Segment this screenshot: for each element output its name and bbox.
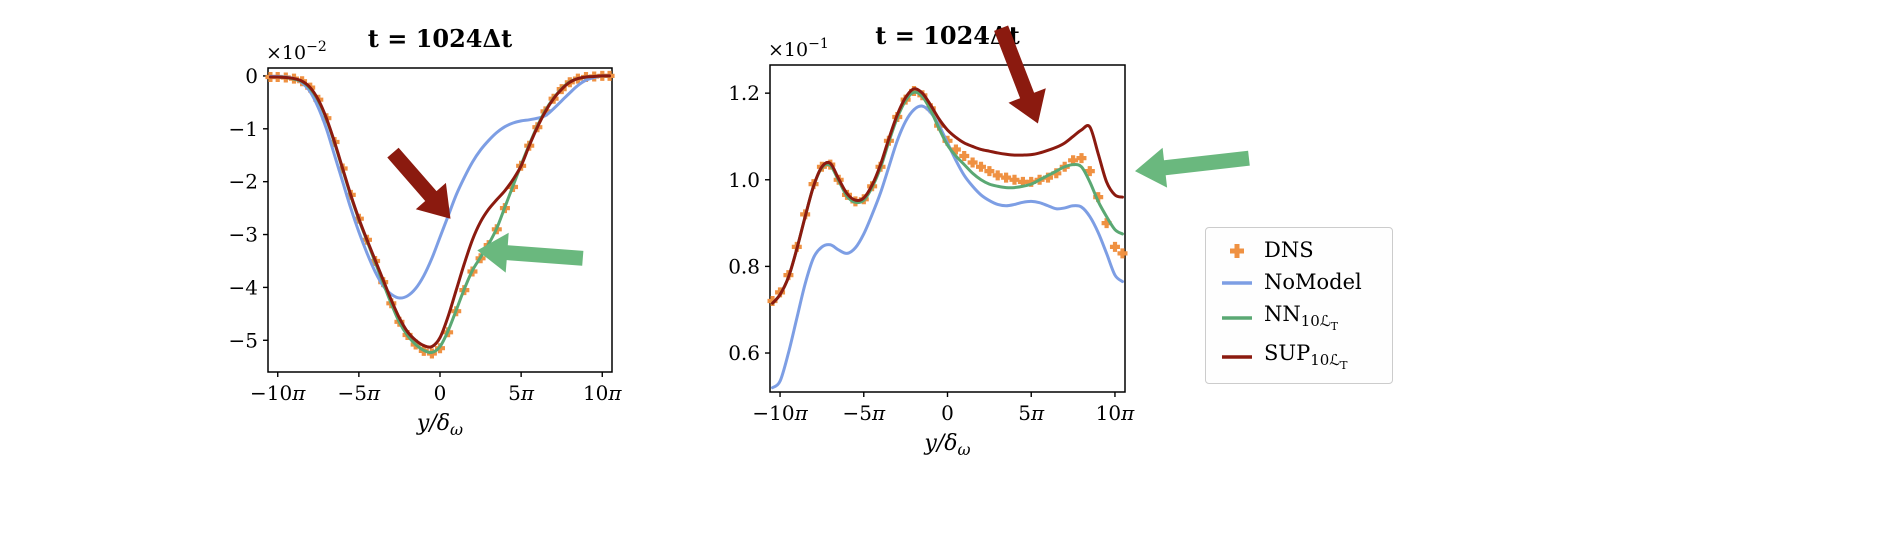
x-axis-label: y/δω — [416, 411, 463, 439]
series-dns-markers — [767, 86, 1128, 306]
y-tick-label: −2 — [229, 170, 258, 194]
chart-title: t = 1024Δt — [368, 24, 512, 53]
series-nomodel-line — [268, 74, 612, 300]
x-tick-label: 10π — [583, 381, 622, 405]
x-tick-label: 5π — [1018, 401, 1045, 425]
y-tick-label: −4 — [229, 275, 258, 299]
legend-entry-dns: DNS — [1220, 240, 1378, 261]
y-tick-label: 0 — [245, 64, 258, 88]
legend-label: NoModel — [1264, 270, 1362, 294]
plus-marker-icon — [1084, 166, 1095, 177]
legend-entry-sup: SUP10ℒT — [1220, 343, 1378, 371]
y-tick-label: −5 — [229, 328, 258, 352]
series-nn-line — [771, 90, 1124, 305]
y-tick-label: 1.2 — [728, 81, 760, 105]
green-arrow-icon — [1135, 147, 1250, 188]
chart-title: t = 1024Δt — [875, 21, 1019, 50]
plus-marker-icon — [984, 166, 995, 177]
line-marker-icon — [1220, 274, 1254, 292]
plus-marker-icon — [1109, 241, 1120, 252]
legend-label: DNS — [1264, 238, 1314, 262]
plus-marker-icon — [1009, 174, 1020, 185]
legend: DNS NoModel NN10ℒT SUP10ℒT — [1205, 227, 1393, 385]
plus-marker-icon — [1117, 248, 1128, 259]
y-tick-label: 1.0 — [728, 168, 760, 192]
plus-marker-icon — [1001, 172, 1012, 183]
x-tick-label: −10π — [752, 401, 808, 425]
plus-marker-icon — [1076, 153, 1087, 164]
plus-marker-icon — [992, 170, 1003, 181]
legend-label: SUP10ℒT — [1264, 341, 1348, 373]
plus-marker-icon — [975, 161, 986, 172]
maroon-arrow-icon — [387, 147, 451, 219]
x-tick-label: −5π — [338, 381, 381, 405]
axis-scale-offset: ×10−2 — [266, 39, 327, 64]
line-marker-icon — [1220, 309, 1254, 327]
axes-frame — [769, 64, 1126, 393]
x-tick-label: 0 — [941, 401, 954, 425]
plus-marker-icon — [959, 151, 970, 161]
axis-scale-offset: ×10−1 — [768, 36, 829, 61]
y-tick-label: 0.6 — [728, 341, 760, 365]
x-tick-label: −5π — [842, 401, 885, 425]
legend-entry-nn: NN10ℒT — [1220, 302, 1378, 334]
x-tick-label: 10π — [1096, 401, 1135, 425]
chart-left: −10π −5π 0 5π 10π 0 −1 −2 −3 −4 −5 t = 1024Δt ×10−2 y… — [229, 24, 623, 439]
x-tick-label: 0 — [434, 381, 447, 405]
legend-label: NN10ℒT — [1264, 302, 1338, 334]
plus-marker-icon — [950, 144, 961, 155]
x-tick-label: −10π — [250, 381, 306, 405]
series-nomodel-line — [771, 104, 1124, 390]
x-axis-label: y/δω — [923, 431, 970, 459]
maroon-arrow-icon — [994, 25, 1046, 124]
chart-right: −10π −5π 0 5π 10π 0.6 0.8 1.0 1.2 t = 1024Δt ×10−1… — [728, 21, 1250, 459]
x-tick-label: 5π — [508, 381, 535, 405]
series-sup-line — [268, 74, 612, 349]
green-arrow-icon — [477, 232, 584, 273]
y-tick-label: 0.8 — [728, 254, 760, 278]
plus-marker-icon — [1220, 242, 1254, 260]
y-tick-label: −3 — [229, 223, 258, 247]
plus-marker-icon — [967, 157, 978, 168]
line-marker-icon — [1220, 348, 1254, 366]
y-tick-label: −1 — [229, 117, 258, 141]
legend-entry-nomodel: NoModel — [1220, 272, 1378, 293]
series-sup-line — [771, 87, 1124, 305]
